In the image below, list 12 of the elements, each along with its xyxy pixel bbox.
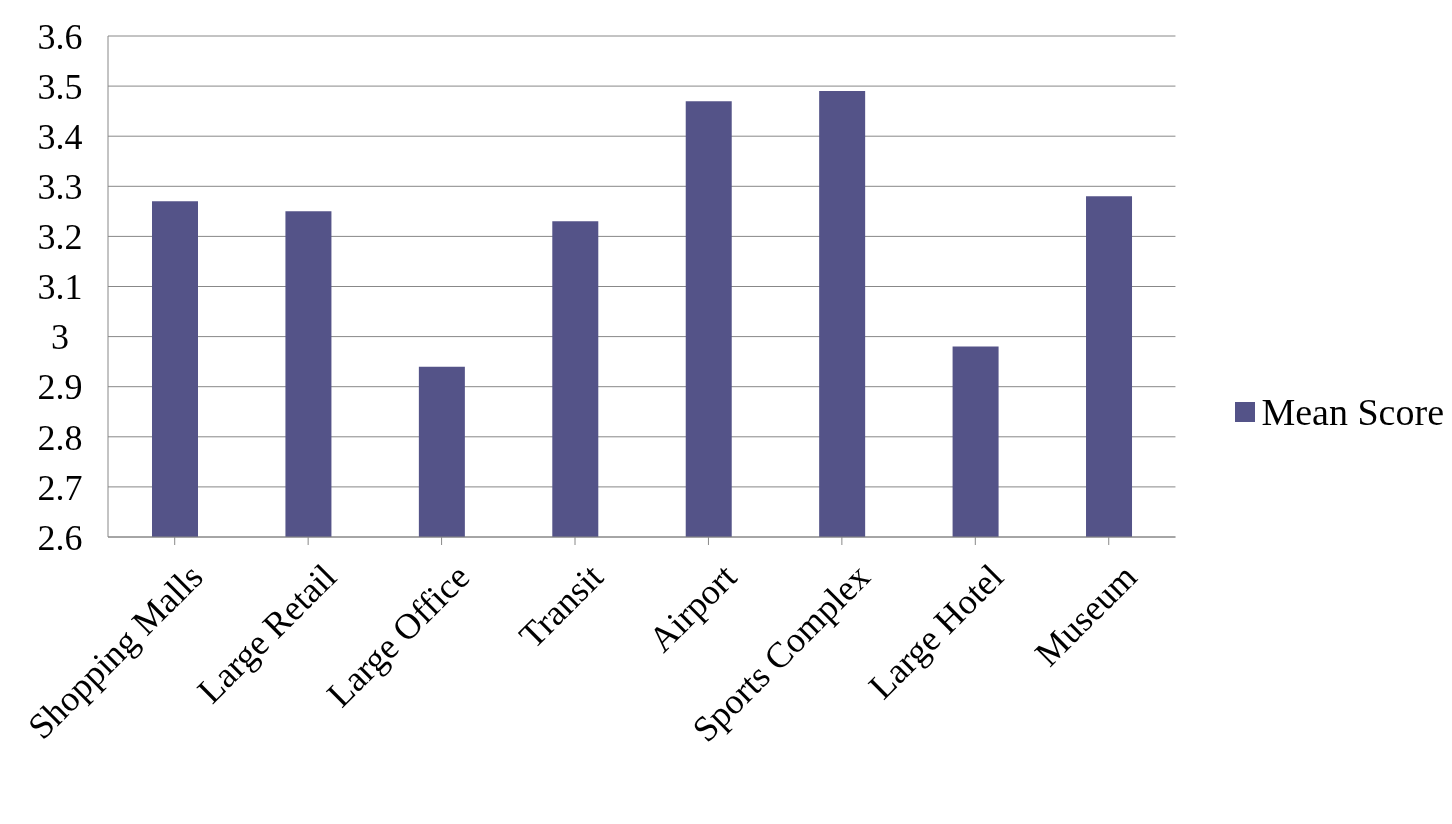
y-tick-label: 3.4 bbox=[37, 116, 83, 157]
y-tick-label: 2.9 bbox=[37, 367, 83, 408]
y-tick-label: 3 bbox=[51, 317, 69, 358]
y-tick-label: 3.2 bbox=[37, 217, 83, 258]
y-tick-label: 2.6 bbox=[37, 517, 83, 558]
y-tick-label: 3.6 bbox=[37, 16, 83, 57]
legend-label: Mean Score bbox=[1261, 390, 1444, 434]
y-tick-label: 3.3 bbox=[37, 167, 83, 208]
y-tick-label: 3.1 bbox=[37, 267, 83, 308]
y-tick-label: 2.8 bbox=[37, 417, 83, 458]
y-tick-label: 2.7 bbox=[37, 467, 83, 508]
y-tick-label: 3.5 bbox=[37, 66, 83, 107]
